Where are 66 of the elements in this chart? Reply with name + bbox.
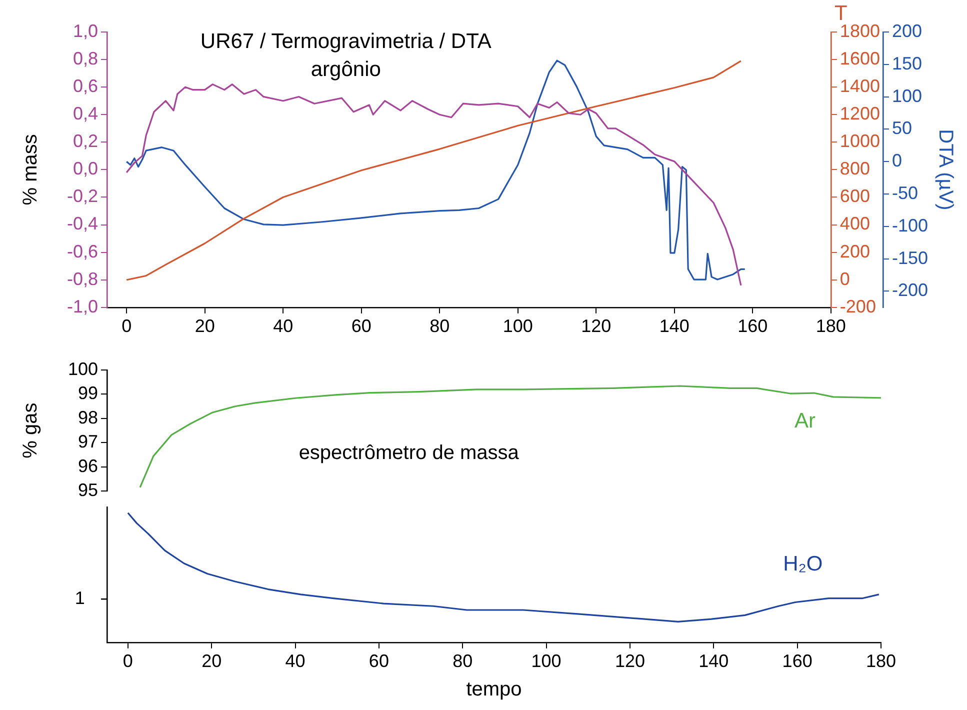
y2-tick-label: 1000	[840, 131, 880, 152]
x-tick-label: 40	[273, 316, 294, 336]
x-tick-label: 180	[816, 316, 846, 336]
x-tick-label: 80	[452, 651, 473, 672]
y3-tick-label: 200	[892, 20, 922, 41]
x-tick-label: 160	[738, 316, 768, 336]
x-tick-label: 0	[122, 651, 133, 672]
x-tick-label: 80	[430, 316, 450, 336]
chart-title: UR67 / Termogravimetria / DTA	[200, 30, 492, 53]
y-tick-label: 0,6	[72, 76, 98, 96]
y2-tick-label: 600	[840, 186, 870, 206]
y-axis-title: % mass	[20, 134, 42, 206]
y-tick-label: 100	[68, 358, 98, 379]
y-tick-label: 0,4	[72, 104, 98, 124]
y2-tick-label: 400	[840, 214, 870, 234]
x-tick-label: 20	[202, 651, 222, 672]
y3-tick-label: 0	[892, 150, 902, 171]
y3-tick-label: 50	[892, 118, 912, 138]
x-tick-label: 40	[285, 651, 306, 672]
x-tick-label: 60	[351, 316, 372, 336]
y-tick-label: 1,0	[72, 20, 98, 41]
y2-tick-label: 1400	[840, 76, 880, 96]
y-tick-label: 96	[78, 456, 98, 476]
y-tick-label: -0,8	[66, 268, 98, 289]
y2-tick-label: 200	[840, 241, 870, 262]
y2-tick-label: 0	[840, 268, 850, 289]
y2-tick-label: 1200	[840, 104, 880, 124]
text: 1	[74, 588, 85, 608]
x-tick-label: 100	[502, 316, 533, 336]
y-tick-label: 99	[78, 383, 98, 404]
y-tick-label: 97	[78, 432, 98, 452]
y-tick-label: 0,0	[72, 158, 98, 179]
text: argônio	[310, 58, 381, 81]
x-tick-label: 180	[866, 651, 896, 672]
y-tick-label: 98	[78, 407, 98, 428]
annotation: espectrômetro de massa	[298, 442, 520, 464]
y3-tick-label: 150	[892, 53, 922, 74]
x-tick-label: 160	[782, 651, 812, 672]
y3-tick-label: -100	[892, 215, 928, 236]
y3-tick-label: -50	[892, 182, 918, 203]
x-tick-label: 60	[368, 651, 389, 672]
y3-tick-label: -200	[892, 280, 928, 300]
y3-tick-label: 100	[892, 86, 922, 106]
x-tick-label: 0	[122, 316, 132, 336]
x-tick-label: 120	[614, 651, 645, 672]
x-tick-label: 140	[659, 316, 690, 336]
series-label: H₂O	[783, 552, 823, 576]
y2-tick-label: 800	[840, 158, 870, 179]
y-tick-label: -0,4	[66, 214, 98, 234]
series-label: Ar	[794, 410, 816, 433]
x-tick-label: 140	[698, 651, 729, 672]
x-tick-label: 20	[194, 316, 215, 336]
y2-tick-label: -200	[840, 296, 876, 316]
y-axis-title: % gas	[20, 402, 42, 458]
x-tick-label: 120	[581, 316, 612, 336]
x-tick-label: 100	[531, 651, 562, 672]
y-tick-label: 95	[78, 480, 98, 500]
y-tick-label: -0,2	[66, 186, 98, 206]
y3-tick-label: -150	[892, 248, 928, 268]
x-axis-title: tempo	[466, 678, 522, 701]
y-tick-label: 0,2	[72, 131, 98, 152]
y3-axis-title: DTA (µV)	[934, 129, 956, 210]
y-tick-label: 0,8	[72, 48, 98, 69]
y-tick-label: -0,6	[66, 241, 98, 262]
y2-tick-label: 1600	[840, 48, 880, 69]
y-tick-label: -1,0	[66, 296, 98, 316]
